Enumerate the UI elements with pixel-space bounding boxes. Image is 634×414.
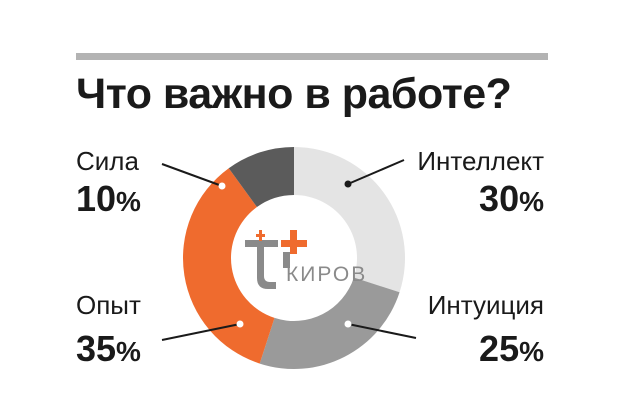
logo-cross-left-v	[259, 230, 262, 241]
slice-value-opyt: 35%	[76, 328, 141, 369]
leader-dot-intuiciya	[344, 320, 352, 328]
leader-dot-opyt	[236, 320, 244, 328]
logo-brand-text: КИРОВ	[286, 263, 367, 286]
slice-value-intellekt: 30%	[479, 178, 544, 219]
leader-dot-intellekt	[344, 180, 352, 188]
tt-kirov-logo: КИРОВ	[245, 230, 367, 289]
top-rule	[76, 53, 548, 60]
slice-label-intuiciya: Интуиция	[427, 290, 544, 320]
chart-title: Что важно в работе?	[76, 70, 512, 118]
slice-value-intuiciya: 25%	[479, 328, 544, 369]
slice-label-intellekt: Интеллект	[417, 146, 544, 176]
logo-t-left-bar	[245, 240, 278, 247]
donut-slice-2	[183, 168, 275, 364]
leader-line-sila	[161, 163, 223, 187]
slice-label-opyt: Опыт	[76, 290, 141, 320]
leader-line-intellekt	[347, 159, 405, 185]
donut-slice-1	[259, 277, 400, 369]
slice-label-sila: Сила	[76, 146, 139, 176]
logo-t-left-stem	[257, 247, 276, 289]
donut-slices	[183, 147, 405, 369]
slice-value-sila: 10%	[76, 178, 141, 219]
donut-slice-0	[294, 147, 405, 293]
donut-slice-3	[228, 147, 294, 208]
leader-line-intuiciya	[347, 323, 417, 339]
leader-dot-sila	[218, 182, 226, 190]
leader-line-opyt	[161, 323, 241, 341]
logo-cross-right-v	[290, 230, 297, 254]
logo-t-right-stem	[283, 252, 290, 268]
